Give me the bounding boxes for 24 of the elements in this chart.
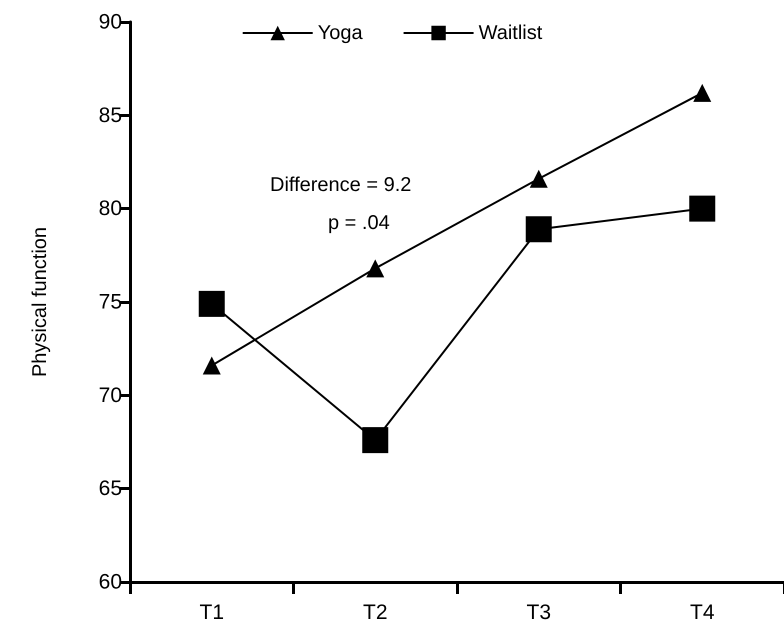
point <box>202 356 221 374</box>
point <box>198 290 225 317</box>
point <box>693 84 712 102</box>
y-tick-label: 75 <box>98 290 122 314</box>
y-tick-label: 80 <box>98 197 122 220</box>
y-tick-label: 90 <box>98 10 122 34</box>
y-axis-title: Physical function <box>29 226 51 378</box>
point <box>362 427 388 454</box>
annotation: Difference = 9.2 <box>270 174 412 196</box>
point <box>366 259 384 278</box>
y-tick-label: 65 <box>98 477 122 500</box>
point <box>526 216 552 242</box>
point <box>689 196 716 222</box>
x-tick-label: T3 <box>526 601 552 624</box>
y-tick-label: 60 <box>98 570 122 594</box>
annotation: p = .04 <box>328 212 390 234</box>
y-tick-label: 85 <box>98 104 122 127</box>
y-tick-label: 70 <box>98 384 122 407</box>
legend-label: Waitlist <box>478 22 543 44</box>
legend-label: Yoga <box>318 22 364 44</box>
x-tick-label: T4 <box>690 601 715 624</box>
point <box>530 170 548 188</box>
x-tick-label: T1 <box>199 601 224 624</box>
x-tick-label: T2 <box>362 601 388 624</box>
